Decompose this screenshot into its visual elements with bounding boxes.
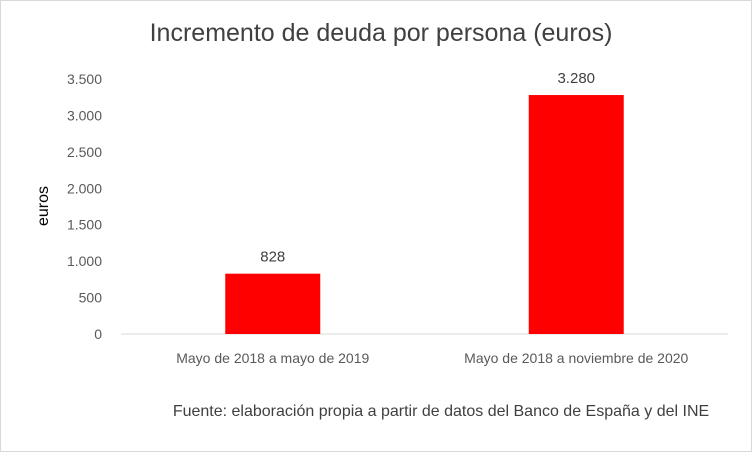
y-tick-label: 3.500 (67, 71, 102, 87)
source-note: Fuente: elaboración propia a partir de d… (172, 403, 710, 420)
chart-title: Incremento de deuda por persona (euros) (149, 19, 613, 47)
y-tick-label: 1.000 (67, 253, 102, 269)
x-tick-label: Mayo de 2018 a mayo de 2019 (176, 350, 369, 366)
y-tick-label: 500 (79, 290, 103, 306)
x-tick-label: Mayo de 2018 a noviembre de 2020 (464, 350, 688, 366)
bar (225, 273, 321, 334)
y-tick-label: 1.500 (67, 217, 102, 233)
bar (528, 95, 624, 335)
y-tick-label: 3.000 (67, 107, 102, 123)
y-tick-label: 2.500 (67, 144, 102, 160)
data-label: 3.280 (557, 70, 595, 87)
y-tick-label: 0 (94, 326, 102, 342)
data-label: 828 (260, 249, 285, 266)
y-tick-label: 2.000 (67, 180, 102, 196)
